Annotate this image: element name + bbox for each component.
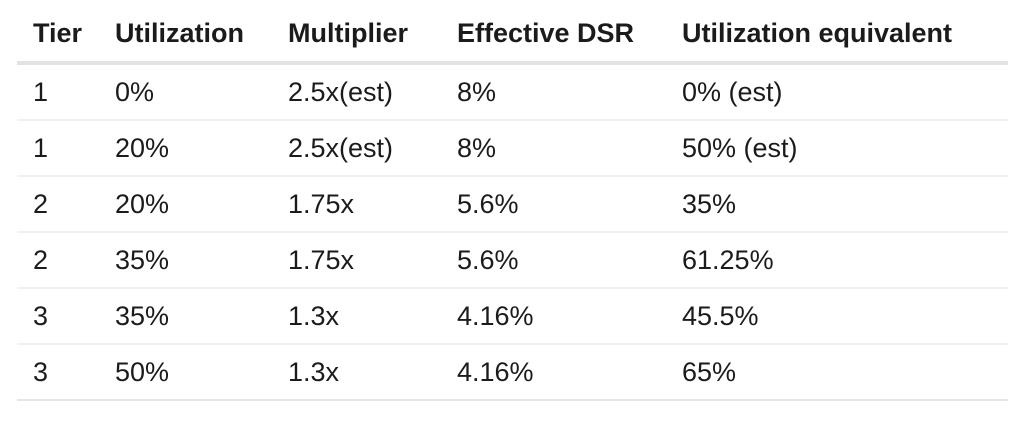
table-row: 1 20% 2.5x(est) 8% 50% (est) — [17, 120, 1008, 177]
table-cell: 2 — [17, 176, 99, 233]
column-header-utilization-equivalent: Utilization equivalent — [666, 12, 1008, 65]
table-cell: 50% — [99, 344, 272, 401]
table-cell: 1.3x — [272, 288, 441, 345]
table-row: 2 20% 1.75x 5.6% 35% — [17, 176, 1008, 233]
table-body: 1 0% 2.5x(est) 8% 0% (est) 1 20% 2.5x(est) 8% 50%… — [17, 63, 1008, 401]
table-cell: 35% — [99, 288, 272, 345]
table-cell: 20% — [99, 176, 272, 233]
table-cell: 1.75x — [272, 232, 441, 289]
table-cell: 1.75x — [272, 176, 441, 233]
column-header-utilization: Utilization — [99, 12, 272, 65]
table-cell: 0% — [99, 63, 272, 121]
table-cell: 65% — [666, 344, 1008, 401]
column-header-tier: Tier — [17, 12, 99, 65]
table-header: Tier Utilization Multiplier Effective DS… — [17, 12, 1008, 65]
table-cell: 3 — [17, 288, 99, 345]
table-cell: 2.5x(est) — [272, 63, 441, 121]
table-cell: 1.3x — [272, 344, 441, 401]
table-cell: 61.25% — [666, 232, 1008, 289]
table-cell: 8% — [441, 120, 666, 177]
table-cell: 4.16% — [441, 344, 666, 401]
table-cell: 8% — [441, 63, 666, 121]
table-container: Tier Utilization Multiplier Effective DS… — [17, 12, 1008, 401]
table-cell: 3 — [17, 344, 99, 401]
table-cell: 35% — [99, 232, 272, 289]
table-cell: 5.6% — [441, 176, 666, 233]
table-cell: 0% (est) — [666, 63, 1008, 121]
column-header-effective-dsr: Effective DSR — [441, 12, 666, 65]
dsr-tier-table: Tier Utilization Multiplier Effective DS… — [17, 12, 1008, 401]
table-header-row: Tier Utilization Multiplier Effective DS… — [17, 12, 1008, 65]
table-cell: 4.16% — [441, 288, 666, 345]
table-row: 3 35% 1.3x 4.16% 45.5% — [17, 288, 1008, 345]
table-row: 1 0% 2.5x(est) 8% 0% (est) — [17, 63, 1008, 121]
table-row: 2 35% 1.75x 5.6% 61.25% — [17, 232, 1008, 289]
table-cell: 1 — [17, 63, 99, 121]
table-row: 3 50% 1.3x 4.16% 65% — [17, 344, 1008, 401]
table-cell: 1 — [17, 120, 99, 177]
table-cell: 35% — [666, 176, 1008, 233]
table-cell: 45.5% — [666, 288, 1008, 345]
table-cell: 50% (est) — [666, 120, 1008, 177]
table-cell: 2 — [17, 232, 99, 289]
table-cell: 2.5x(est) — [272, 120, 441, 177]
table-cell: 5.6% — [441, 232, 666, 289]
table-cell: 20% — [99, 120, 272, 177]
column-header-multiplier: Multiplier — [272, 12, 441, 65]
